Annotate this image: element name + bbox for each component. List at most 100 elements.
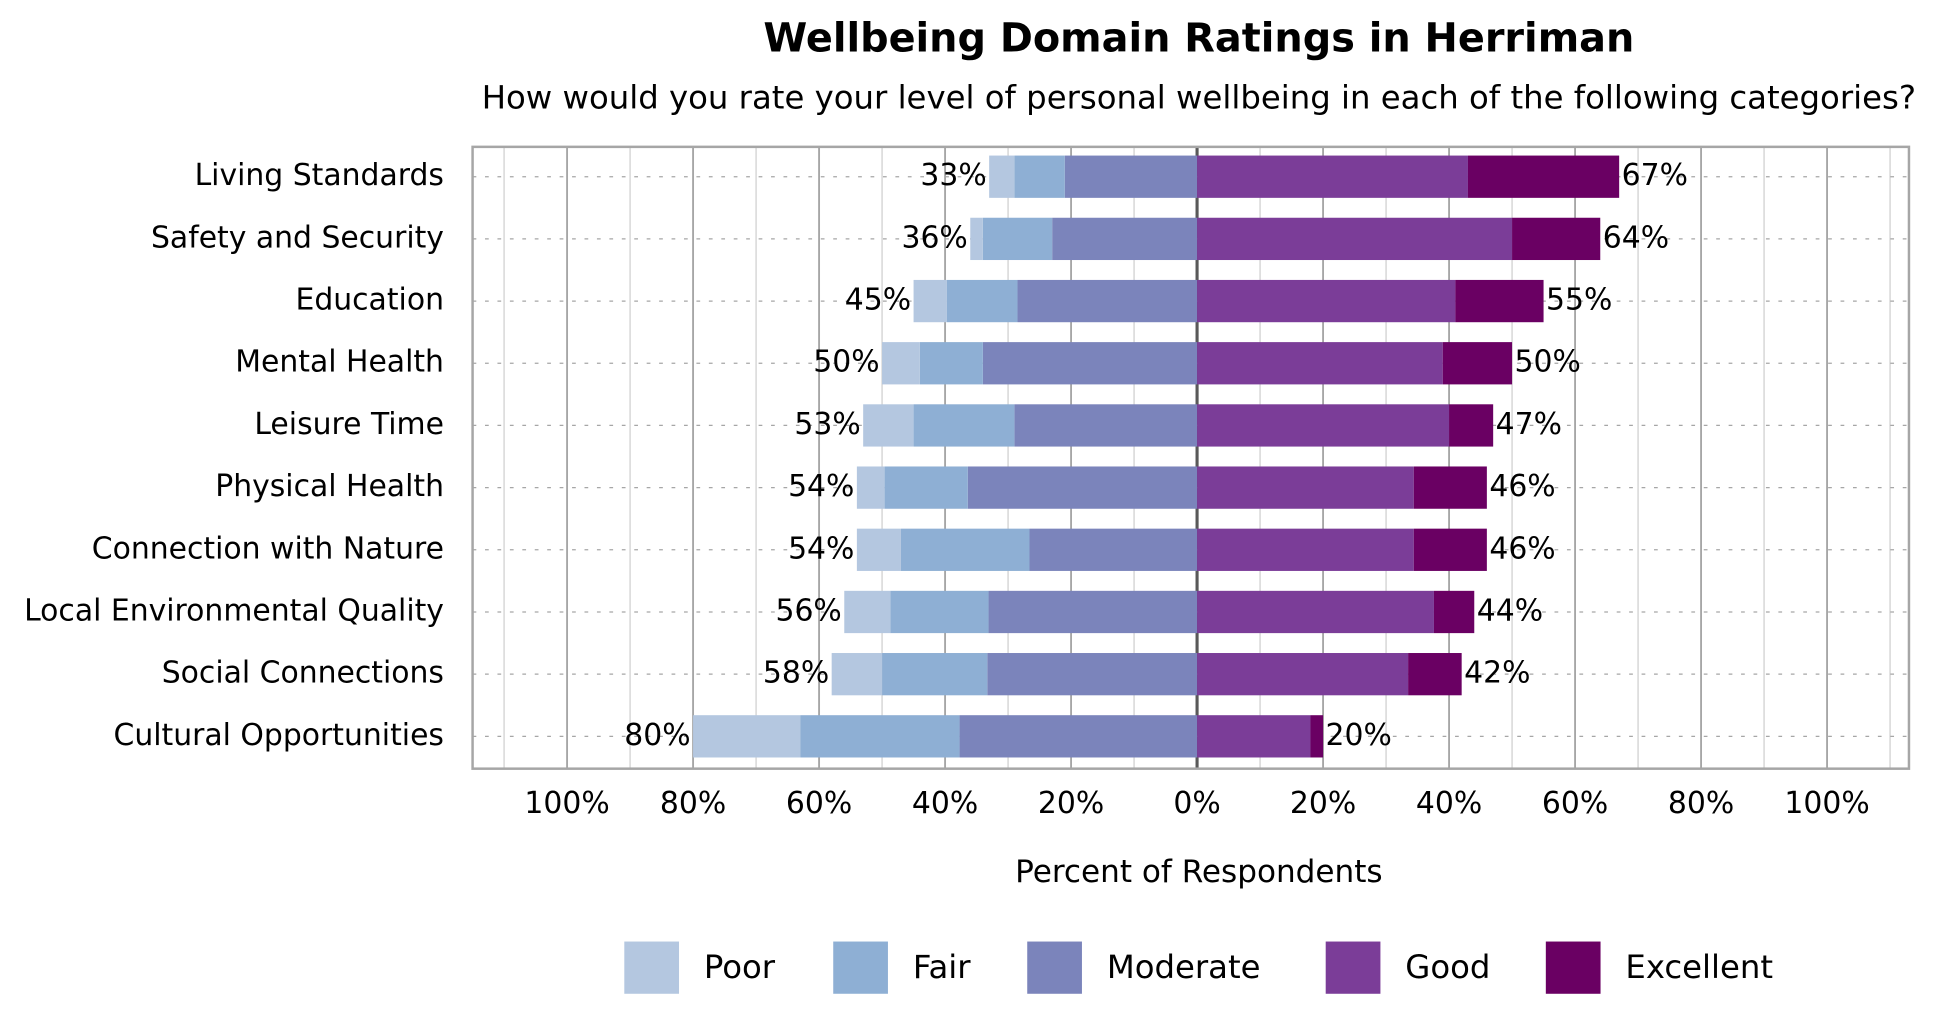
x-tick-label: 80%	[660, 786, 726, 821]
y-tick-label: Leisure Time	[254, 407, 444, 442]
bar-segment	[882, 342, 920, 385]
right-total-label: 46%	[1489, 469, 1555, 504]
y-tick-label: Local Environmental Quality	[24, 593, 444, 628]
legend-label: Good	[1405, 948, 1490, 986]
right-total-label: 55%	[1546, 283, 1612, 318]
bar-segment	[1512, 217, 1601, 261]
bar-segment	[882, 653, 988, 696]
left-total-label: 56%	[775, 593, 841, 628]
legend-swatch	[1325, 941, 1381, 994]
y-tick-label: Physical Health	[215, 469, 444, 504]
bar-segment	[913, 279, 947, 323]
left-total-label: 80%	[624, 718, 690, 753]
bar-segment	[967, 466, 1198, 509]
bar-segment	[863, 404, 914, 447]
bar-segment	[890, 590, 989, 634]
legend-label: Poor	[704, 948, 776, 986]
bar-segment	[856, 528, 901, 571]
bar-segment	[1413, 466, 1487, 509]
bar-segment	[1408, 653, 1462, 696]
bar-segment	[1197, 466, 1414, 509]
bar-segment	[1014, 155, 1065, 198]
right-total-label: 67%	[1622, 158, 1688, 193]
left-total-label: 54%	[788, 469, 854, 504]
bar-segment	[844, 590, 891, 634]
bar-segment	[919, 342, 983, 385]
x-axis-title: Percent of Respondents	[1015, 854, 1383, 890]
bar-segment	[1197, 404, 1450, 447]
y-tick-label: Mental Health	[235, 345, 444, 380]
bar-segment	[1197, 653, 1409, 696]
y-tick-label: Education	[295, 283, 443, 318]
x-tick-label: 60%	[786, 786, 852, 821]
x-tick-label: 80%	[1668, 786, 1734, 821]
plot-frame	[471, 145, 1911, 770]
right-total-label: 46%	[1489, 531, 1555, 566]
bar-segment	[900, 528, 1030, 571]
y-tick-label: Living Standards	[195, 158, 444, 193]
left-total-label: 36%	[901, 220, 967, 255]
legend-swatch	[833, 941, 888, 994]
x-tick-label: 40%	[1416, 786, 1482, 821]
right-total-label: 64%	[1603, 220, 1669, 255]
bar-segment	[800, 715, 960, 758]
chart-title: Wellbeing Domain Ratings in Herriman	[763, 16, 1634, 62]
bar-segment	[1433, 590, 1475, 634]
right-total-label: 47%	[1496, 407, 1562, 442]
bar-segment	[1467, 155, 1620, 198]
y-tick-label: Cultural Opportunities	[114, 718, 444, 753]
bar-segment	[831, 653, 883, 696]
bar-segment	[1064, 155, 1198, 198]
legend-label: Fair	[913, 948, 971, 986]
bar-segment	[970, 217, 983, 261]
x-tick-label: 100%	[1784, 786, 1869, 821]
bar-segment	[1197, 155, 1468, 198]
legend-swatch	[1027, 941, 1082, 994]
bar-segment	[693, 715, 801, 758]
bar-segment	[1052, 217, 1198, 261]
bar-segment	[1310, 715, 1324, 758]
legend-swatch	[1545, 941, 1601, 994]
right-total-label: 42%	[1464, 656, 1530, 691]
left-total-label: 54%	[788, 531, 854, 566]
bar-segment	[982, 342, 1198, 385]
left-total-label: 33%	[920, 158, 986, 193]
x-tick-label: 60%	[1542, 786, 1608, 821]
left-total-label: 53%	[794, 407, 860, 442]
y-tick-label: Connection with Nature	[92, 531, 444, 566]
legend-swatch	[624, 941, 680, 994]
bar-segment	[856, 466, 885, 509]
y-tick-label: Safety and Security	[151, 220, 444, 255]
chart-subtitle: How would you rate your level of persona…	[482, 79, 1916, 117]
right-total-label: 44%	[1477, 593, 1543, 628]
bar-segment	[1029, 528, 1198, 571]
bar-segment	[1442, 342, 1513, 385]
bar-segment	[1197, 590, 1434, 634]
bar-segment	[988, 590, 1198, 634]
bar-segment	[982, 217, 1053, 261]
bar-segment	[987, 653, 1198, 696]
legend-label: Moderate	[1107, 948, 1261, 986]
bar-segment	[1413, 528, 1487, 571]
bar-segment	[946, 279, 1018, 323]
bar-segment	[989, 155, 1015, 198]
left-total-label: 50%	[813, 345, 879, 380]
bar-segment	[1017, 279, 1198, 323]
bar-segment	[1197, 528, 1414, 571]
bar-segment	[1197, 715, 1311, 758]
right-total-label: 50%	[1515, 345, 1581, 380]
bar-segment	[959, 715, 1198, 758]
bar-segment	[1014, 404, 1198, 447]
x-tick-label: 100%	[524, 786, 609, 821]
x-tick-label: 20%	[1038, 786, 1104, 821]
x-tick-label: 0%	[1173, 786, 1220, 821]
x-tick-label: 20%	[1290, 786, 1356, 821]
bar-segment	[884, 466, 968, 509]
bar-segment	[1197, 342, 1443, 385]
bar-segment	[1197, 217, 1513, 261]
bar-segment	[913, 404, 1015, 447]
legend-label: Excellent	[1625, 948, 1773, 986]
bar-segment	[1197, 279, 1456, 323]
